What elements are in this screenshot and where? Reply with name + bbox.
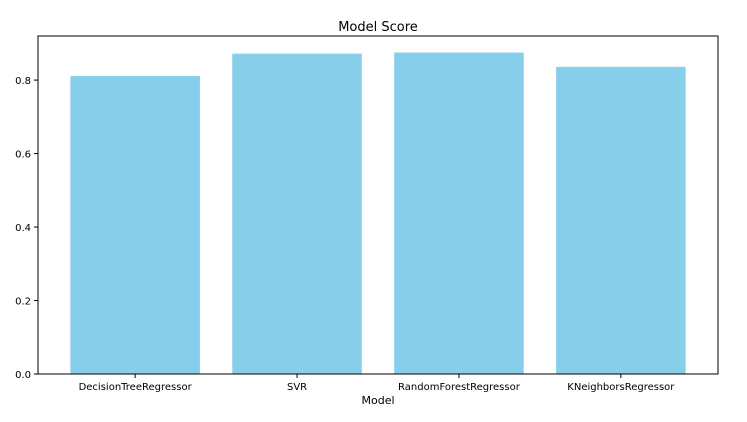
y-tick-label: 0.2 (15, 297, 31, 308)
y-tick-label: 0.6 (15, 150, 31, 161)
y-tick-label: 0.0 (15, 370, 31, 381)
bars-layer (70, 52, 686, 375)
bar-RandomForestRegressor (394, 52, 524, 374)
y-tick-label: 0.8 (15, 76, 31, 87)
bar-DecisionTreeRegressor (70, 76, 200, 375)
x-axis-label: Model (361, 394, 394, 407)
bar-KNeighborsRegressor (556, 66, 686, 375)
x-axis-ticks: DecisionTreeRegressor SVR RandomForestRegr… (79, 374, 675, 393)
bar-SVR (232, 53, 362, 374)
x-tick-label: DecisionTreeRegressor (79, 382, 193, 393)
x-tick-label: SVR (287, 382, 307, 393)
y-axis-ticks: 0.0 0.2 0.4 0.6 0.8 (15, 76, 38, 381)
y-tick-label: 0.4 (15, 223, 31, 234)
chart-title: Model Score (338, 20, 418, 35)
plot-frame (37, 35, 719, 375)
x-tick-label: KNeighborsRegressor (567, 382, 675, 393)
x-tick-label: RandomForestRegressor (398, 382, 521, 393)
